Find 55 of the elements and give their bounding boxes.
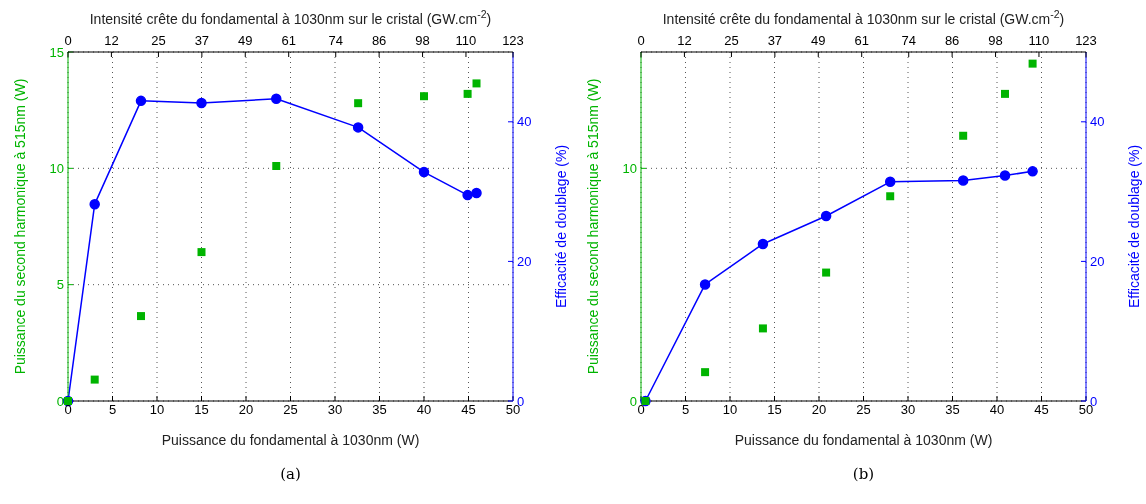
- y-tick-label: 5: [56, 277, 64, 293]
- x-tick-label: 45: [1034, 402, 1049, 418]
- x-tick-label: 10: [722, 402, 738, 418]
- x-tick-label: 10: [149, 402, 165, 418]
- y-axis-title: Puissance du second harmonique à 515nm (W): [11, 78, 28, 375]
- x2-tick-label: 110: [1028, 33, 1050, 48]
- x2-axis-title: Intensité crête du fondamental à 1030nm sur le cristal (GW.cm$^{-2}$): [662, 8, 1065, 27]
- x-tick-label: 35: [372, 402, 387, 418]
- x-tick-label: 35: [945, 402, 960, 418]
- x-tick-label: 20: [238, 402, 254, 418]
- x2-tick-label: 12: [104, 33, 119, 48]
- x2-tick-label: 86: [371, 33, 387, 48]
- y-tick-label: 15: [49, 44, 64, 60]
- x2-tick-label: 25: [151, 33, 166, 48]
- x-tick-label: 40: [989, 402, 1005, 418]
- x-tick-label: 15: [767, 402, 782, 418]
- x2-tick-label: 74: [901, 33, 916, 48]
- y-axis-title: Puissance du second harmonique à 515nm (W): [584, 78, 601, 375]
- x2-tick-label: 37: [194, 33, 210, 48]
- y-tick-label: 10: [49, 160, 64, 176]
- x-tick-label: 40: [416, 402, 432, 418]
- y2-tick-label: 20: [517, 254, 532, 270]
- text: (a): [279, 465, 302, 483]
- x-tick-label: 5: [681, 402, 690, 418]
- text: (b): [851, 465, 876, 483]
- x2-tick-label: 25: [724, 33, 739, 48]
- x2-tick-label: 98: [988, 33, 1003, 48]
- x2-tick-label: 74: [328, 33, 343, 48]
- x2-tick-label: 110: [455, 33, 477, 48]
- x-axis-title: Puissance du fondamental à 1030nm (W): [734, 432, 993, 448]
- x2-tick-label: 123: [502, 33, 524, 48]
- y2-tick-label: 40: [517, 114, 532, 130]
- x2-tick-label: 49: [238, 33, 253, 48]
- x-tick-label: 25: [856, 402, 871, 418]
- x2-tick-label: 61: [281, 33, 296, 48]
- x2-tick-label: 86: [944, 33, 960, 48]
- x2-tick-label: 123: [1075, 33, 1097, 48]
- x2-tick-label: 37: [767, 33, 783, 48]
- x-tick-label: 15: [194, 402, 209, 418]
- x2-tick-label: 49: [811, 33, 826, 48]
- x2-tick-label: 61: [854, 33, 869, 48]
- x-tick-label: 30: [327, 402, 343, 418]
- x-tick-label: 30: [900, 402, 916, 418]
- x-axis-title: Puissance du fondamental à 1030nm (W): [161, 432, 420, 448]
- y2-tick-label: 20: [1090, 254, 1105, 270]
- x2-tick-label: 12: [677, 33, 692, 48]
- x-tick-label: 5: [108, 402, 117, 418]
- x-tick-label: 25: [283, 402, 298, 418]
- x2-axis-title: Intensité crête du fondamental à 1030nm sur le cristal (GW.cm$^{-2}$): [89, 8, 492, 27]
- y2-axis-title: Efficacité de doublage (%): [552, 144, 569, 309]
- y2-axis-title: Efficacité de doublage (%): [1125, 144, 1142, 309]
- y2-tick-label: 40: [1090, 114, 1105, 130]
- x2-tick-label: 98: [415, 33, 430, 48]
- x-tick-label: 45: [461, 402, 476, 418]
- x-tick-label: 20: [811, 402, 827, 418]
